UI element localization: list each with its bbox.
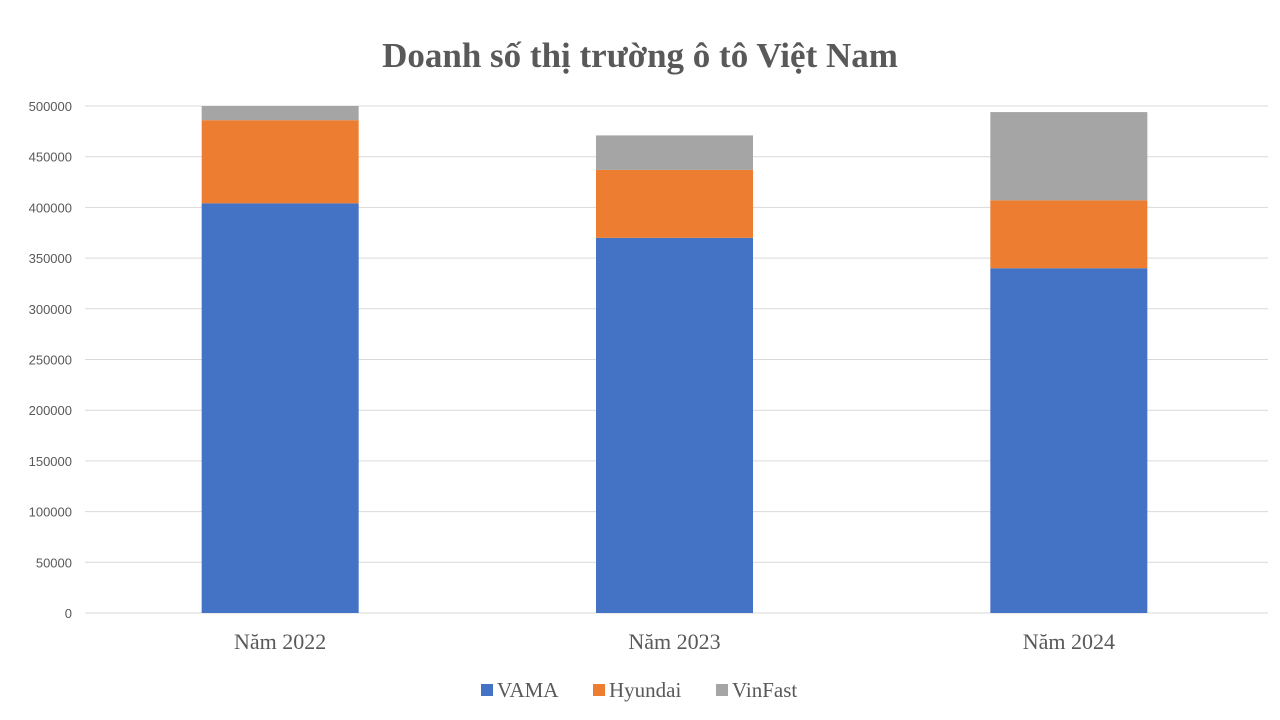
legend-swatch-hyundai [593,684,605,696]
y-tick-label: 100000 [29,505,72,520]
legend-swatch-vama [481,684,493,696]
bar-segment-vinfast [990,112,1148,201]
bar-segment-hyundai [990,200,1148,269]
chart-title: Doanh số thị trường ô tô Việt Nam [382,36,898,75]
y-tick-label: 150000 [29,454,72,469]
bar-segment-vama [201,203,359,613]
bar-segment-hyundai [201,120,359,204]
legend-label-vama: VAMA [497,678,559,702]
y-tick-label: 300000 [29,302,72,317]
x-tick-label: Năm 2023 [628,629,720,654]
legend-swatch-vinfast [716,684,728,696]
y-tick-label: 400000 [29,200,72,215]
x-tick-label: Năm 2024 [1023,629,1115,654]
y-tick-label: 500000 [29,99,72,114]
y-tick-label: 200000 [29,403,72,418]
bar-segment-vinfast [201,106,359,121]
y-tick-label: 250000 [29,353,72,368]
x-tick-label: Năm 2022 [234,629,326,654]
bar-segment-vama [596,237,753,613]
y-tick-label: 450000 [29,150,72,165]
bar-segment-vinfast [596,135,753,170]
legend-label-vinfast: VinFast [732,678,797,702]
legend-label-hyundai: Hyundai [609,678,681,702]
y-tick-label: 0 [65,606,72,621]
bar-segment-vama [990,268,1148,613]
bar-segment-hyundai [596,169,753,238]
y-tick-label: 350000 [29,251,72,266]
y-tick-label: 50000 [36,555,72,570]
